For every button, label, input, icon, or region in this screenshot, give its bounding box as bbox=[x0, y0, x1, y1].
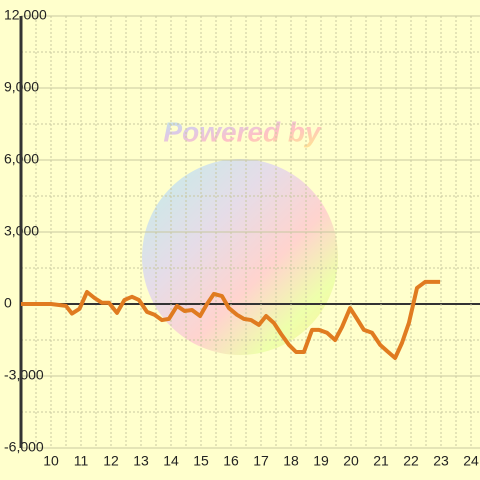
x-tick-label: 12 bbox=[103, 453, 119, 469]
x-tick-label: 18 bbox=[283, 453, 299, 469]
watermark-logo bbox=[142, 159, 338, 355]
x-tick-label: 24 bbox=[463, 453, 479, 469]
x-tick-label: 20 bbox=[343, 453, 359, 469]
x-tick-label: 10 bbox=[43, 453, 59, 469]
y-tick-label: -3,000 bbox=[4, 367, 44, 383]
y-tick-label: -6,000 bbox=[4, 439, 44, 455]
x-tick-label: 11 bbox=[74, 453, 89, 469]
x-tick-label: 17 bbox=[253, 453, 269, 469]
x-tick-label: 23 bbox=[433, 453, 449, 469]
watermark: Powered by bbox=[163, 116, 322, 147]
x-tick-label: 16 bbox=[223, 453, 239, 469]
x-tick-label: 14 bbox=[163, 453, 179, 469]
x-tick-label: 13 bbox=[133, 453, 149, 469]
x-tick-label: 15 bbox=[193, 453, 209, 469]
x-tick-label: 22 bbox=[403, 453, 419, 469]
x-tick-label: 21 bbox=[373, 453, 389, 469]
x-tick-label: 19 bbox=[313, 453, 329, 469]
y-tick-label: 12,000 bbox=[4, 7, 47, 23]
data-line bbox=[21, 279, 441, 360]
y-tick-label: 0 bbox=[4, 295, 12, 311]
